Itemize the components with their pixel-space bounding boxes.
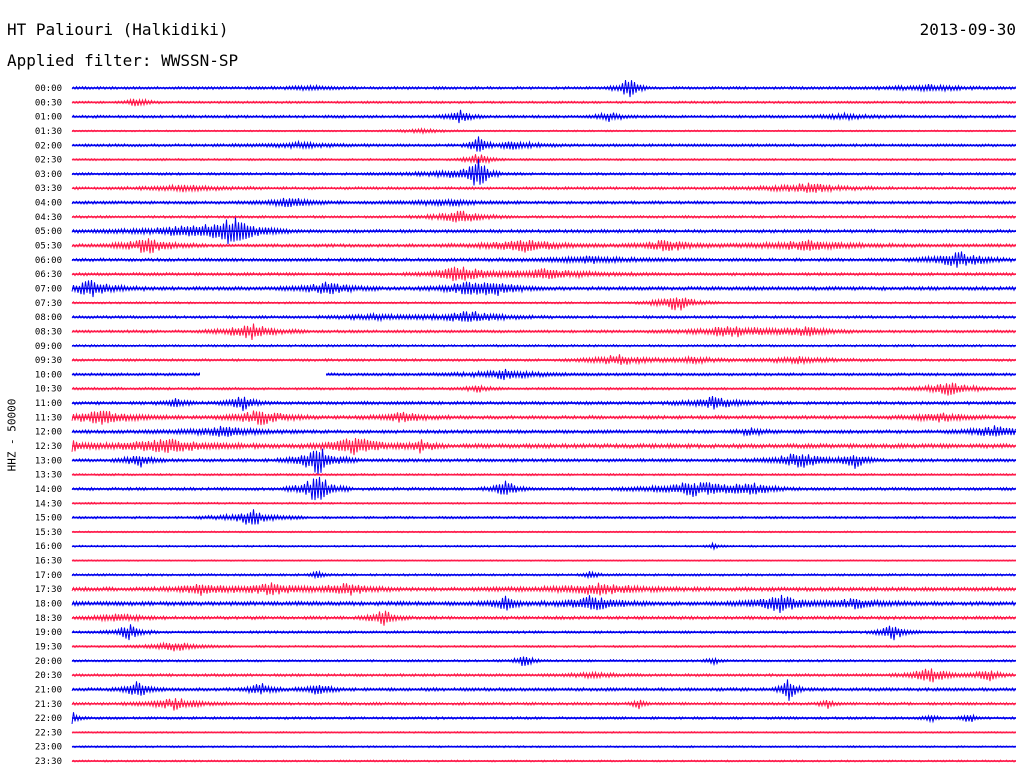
trace-0200	[71, 136, 1016, 152]
time-label-2230: 22:30	[35, 728, 62, 738]
time-labels: 00:00 00:30 01:00 01:30 02:00 02:30 03:00 03:30…	[35, 84, 62, 767]
data-gap	[200, 370, 326, 379]
traces	[71, 80, 1016, 763]
time-label-0730: 07:30	[35, 299, 62, 309]
time-label-1100: 11:00	[35, 399, 62, 409]
time-label-2300: 23:00	[35, 743, 62, 753]
station-title: HT Paliouri (Halkidiki)	[7, 20, 229, 39]
time-label-0000: 00:00	[35, 84, 62, 94]
time-label-1130: 11:30	[35, 413, 62, 423]
time-label-1200: 12:00	[35, 428, 62, 438]
time-label-0230: 02:30	[35, 156, 62, 166]
time-label-0600: 06:00	[35, 256, 62, 266]
time-label-2200: 22:00	[35, 714, 62, 724]
time-label-0330: 03:30	[35, 184, 62, 194]
time-label-1300: 13:00	[35, 456, 62, 466]
time-label-2000: 20:00	[35, 657, 62, 667]
time-label-0530: 05:30	[35, 242, 62, 252]
time-label-1930: 19:30	[35, 642, 62, 652]
time-label-0500: 05:00	[35, 227, 62, 237]
time-label-1230: 12:30	[35, 442, 62, 452]
time-label-1730: 17:30	[35, 585, 62, 595]
time-label-2330: 23:30	[35, 757, 62, 767]
time-label-0800: 08:00	[35, 313, 62, 323]
time-label-0900: 09:00	[35, 342, 62, 352]
time-label-1430: 14:30	[35, 499, 62, 509]
time-label-1700: 17:00	[35, 571, 62, 581]
time-label-1000: 10:00	[35, 370, 62, 380]
time-label-1600: 16:00	[35, 542, 62, 552]
time-label-1400: 14:00	[35, 485, 62, 495]
filter-label: Applied filter: WWSSN-SP	[7, 51, 239, 70]
trace-0300	[71, 159, 1016, 186]
time-label-0630: 06:30	[35, 270, 62, 280]
trace-1300	[71, 448, 1016, 475]
time-label-0030: 00:30	[35, 98, 62, 108]
time-label-1900: 19:00	[35, 628, 62, 638]
time-label-0930: 09:30	[35, 356, 62, 366]
time-label-1030: 10:30	[35, 385, 62, 395]
record-date: 2013-09-30	[919, 20, 1016, 39]
time-label-2100: 21:00	[35, 685, 62, 695]
time-label-1330: 13:30	[35, 471, 62, 481]
time-label-1500: 15:00	[35, 514, 62, 524]
time-label-0200: 02:00	[35, 141, 62, 151]
time-label-2030: 20:30	[35, 671, 62, 681]
time-label-1530: 15:30	[35, 528, 62, 538]
time-label-0130: 01:30	[35, 127, 62, 137]
time-label-0300: 03:00	[35, 170, 62, 180]
time-label-0430: 04:30	[35, 213, 62, 223]
time-label-0100: 01:00	[35, 113, 62, 123]
time-label-0400: 04:00	[35, 199, 62, 209]
time-label-1800: 18:00	[35, 600, 62, 610]
time-label-2130: 21:30	[35, 700, 62, 710]
time-label-0700: 07:00	[35, 284, 62, 294]
time-label-1830: 18:30	[35, 614, 62, 624]
trace-0730	[71, 297, 1016, 311]
time-label-0830: 08:30	[35, 327, 62, 337]
time-label-1630: 16:30	[35, 557, 62, 567]
trace-0630	[71, 266, 1016, 282]
